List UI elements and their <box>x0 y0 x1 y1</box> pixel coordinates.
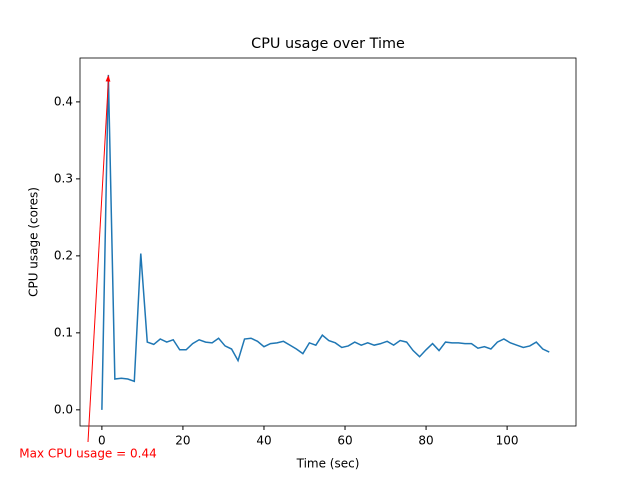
annotation-arrowhead <box>105 74 111 82</box>
x-tick-label: 0 <box>98 434 106 448</box>
y-tick-label: 0.0 <box>54 402 73 416</box>
x-tick-label: 80 <box>418 434 433 448</box>
y-tick-label: 0.2 <box>54 248 73 262</box>
annotation-text: Max CPU usage = 0.44 <box>19 447 156 461</box>
x-tick-label: 60 <box>337 434 352 448</box>
x-tick-label: 20 <box>175 434 190 448</box>
y-tick-label: 0.4 <box>54 94 73 108</box>
y-axis-label: CPU usage (cores) <box>27 187 41 297</box>
x-axis-label: Time (sec) <box>296 457 360 471</box>
x-tick-label: 40 <box>256 434 271 448</box>
data-line <box>101 74 550 410</box>
annotation-arrow <box>87 80 109 443</box>
y-tick-label: 0.3 <box>54 171 73 185</box>
plot-frame <box>79 57 577 427</box>
x-tick-label: 100 <box>496 434 519 448</box>
y-tick-label: 0.1 <box>54 325 73 339</box>
chart-title: CPU usage over Time <box>251 36 405 52</box>
